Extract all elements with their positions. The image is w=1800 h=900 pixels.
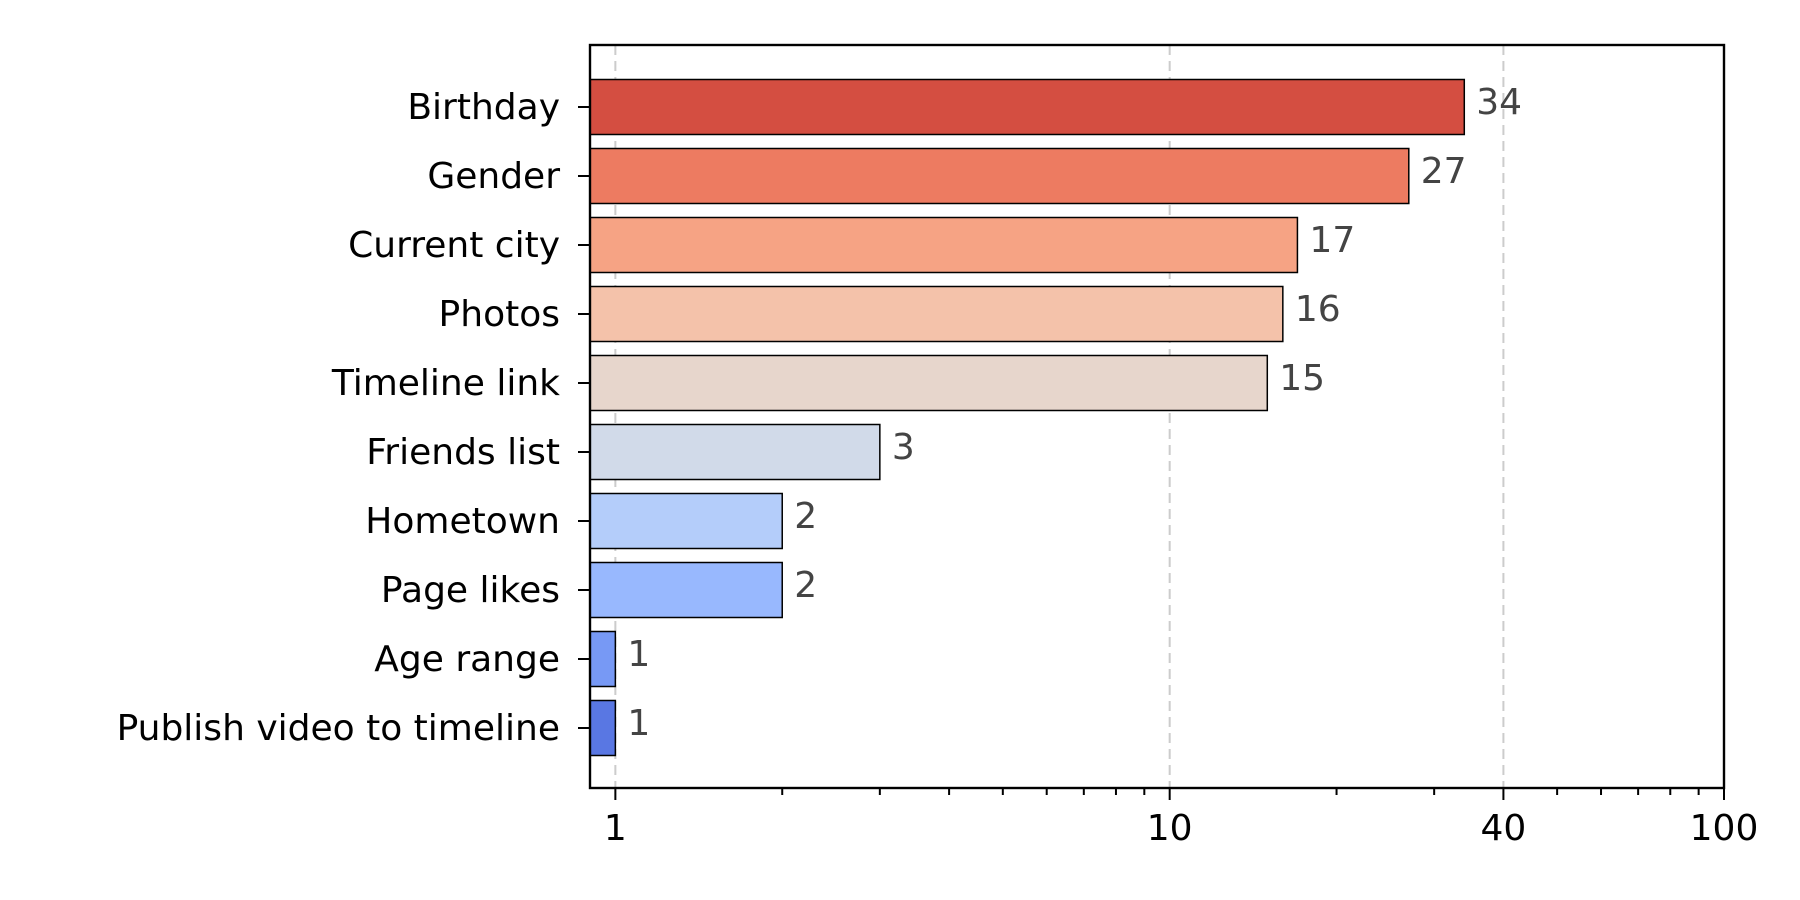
category-label: Publish video to timeline xyxy=(117,708,560,749)
category-label: Gender xyxy=(427,156,560,197)
value-label: 34 xyxy=(1476,82,1522,123)
bar-friends-list xyxy=(589,423,881,481)
x-tick-label: 40 xyxy=(1481,808,1527,849)
grid-lines xyxy=(614,45,1505,788)
bar-age-range xyxy=(589,630,617,688)
bar-hometown xyxy=(589,492,783,550)
category-label: Timeline link xyxy=(331,363,560,404)
value-label: 16 xyxy=(1295,289,1341,330)
category-label: Current city xyxy=(348,225,560,266)
value-label: 1 xyxy=(627,634,650,675)
bar-photos xyxy=(589,285,1284,343)
category-label: Page likes xyxy=(381,570,560,611)
x-tick-label: 10 xyxy=(1147,808,1193,849)
plot-frame xyxy=(588,43,1726,790)
bars xyxy=(589,78,1466,757)
value-label: 2 xyxy=(794,565,817,606)
value-label: 1 xyxy=(627,703,650,744)
bar-publish-video-to-timeline xyxy=(589,699,617,757)
value-label: 17 xyxy=(1309,220,1355,261)
value-label: 15 xyxy=(1279,358,1325,399)
bar-current-city xyxy=(589,216,1299,274)
category-label: Birthday xyxy=(407,87,560,128)
bar-page-likes xyxy=(589,561,783,619)
value-label: 2 xyxy=(794,496,817,537)
bar-timeline-link xyxy=(589,354,1269,412)
x-tick-label: 1 xyxy=(604,808,627,849)
x-axis-ticks: 1 10 40 100 xyxy=(604,788,1758,849)
bar-birthday xyxy=(589,78,1466,136)
x-tick-label: 100 xyxy=(1690,808,1759,849)
value-label: 27 xyxy=(1421,151,1467,192)
category-labels: Birthday Gender Current city Photos Timeline… xyxy=(117,87,590,749)
bar-gender xyxy=(589,147,1410,205)
category-label: Friends list xyxy=(366,432,560,473)
value-label: 3 xyxy=(892,427,915,468)
category-label: Age range xyxy=(374,639,560,680)
category-label: Photos xyxy=(439,294,560,335)
category-label: Hometown xyxy=(365,501,560,542)
